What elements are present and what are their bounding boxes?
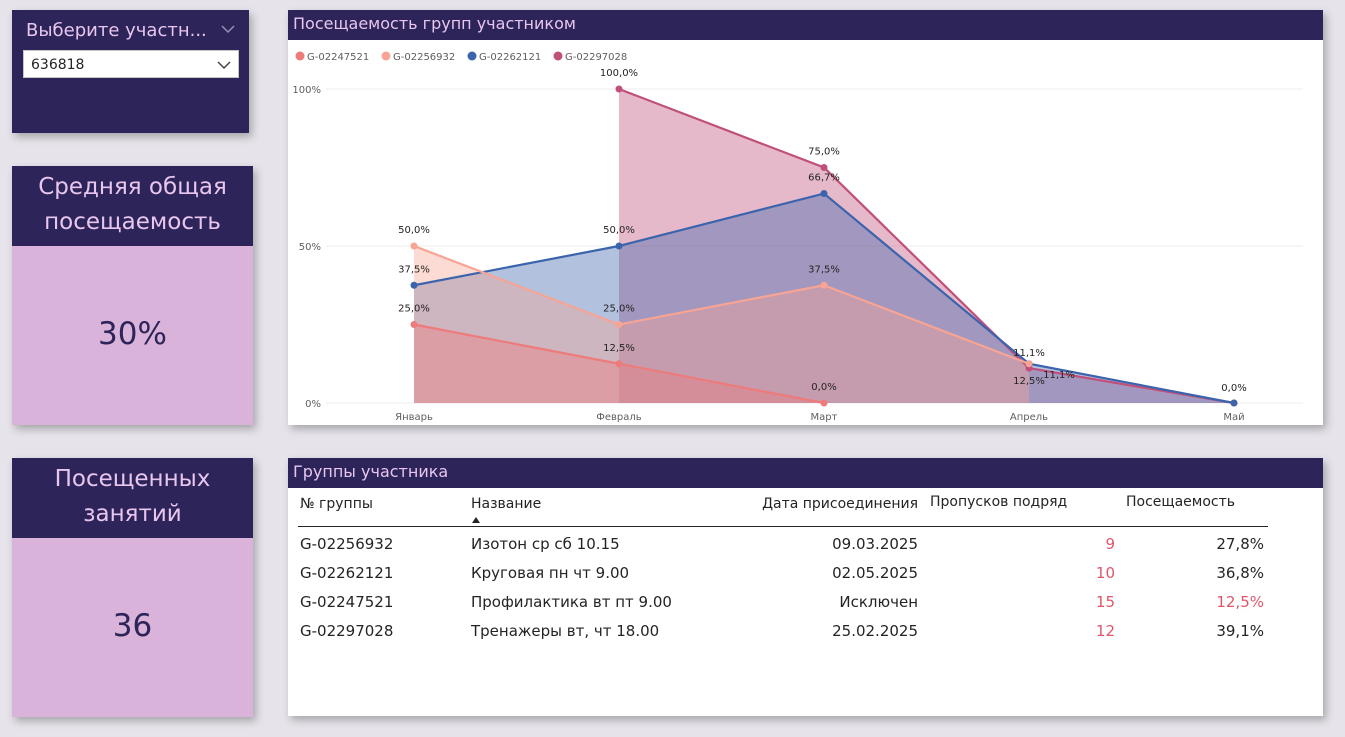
- x-tick-label: Февраль: [596, 412, 642, 423]
- series-line: [413, 244, 1030, 365]
- cell-absences: 15: [1095, 593, 1115, 611]
- data-point: [820, 399, 828, 407]
- slicer-title: Выберите участн...: [26, 20, 207, 41]
- data-point: [820, 164, 828, 171]
- cell-absences: 10: [1095, 564, 1115, 582]
- y-tick-label: 50%: [299, 242, 321, 253]
- table-row[interactable]: G-02256932 Изотон ср сб 10.15 09.03.2025…: [298, 527, 1268, 556]
- groups-table-panel: Группы участника № группы Название Дата …: [288, 458, 1323, 716]
- cell-joined: 02.05.2025: [832, 564, 918, 582]
- data-label: 37,5%: [398, 264, 430, 275]
- legend-marker: [467, 51, 477, 61]
- legend-entry: G-02256932: [393, 52, 455, 63]
- data-point: [820, 281, 828, 289]
- data-label: 75,0%: [808, 147, 840, 158]
- series-area: [414, 246, 1029, 403]
- cell-attendance: 27,8%: [1216, 535, 1264, 553]
- data-point: [1230, 399, 1238, 407]
- cell-joined: 09.03.2025: [832, 535, 918, 553]
- data-point: [615, 242, 623, 250]
- cell-group: G-02297028: [300, 622, 394, 640]
- kpi-average-value: 30%: [98, 316, 167, 352]
- data-label: 100,0%: [600, 68, 638, 79]
- kpi-visits-title: Посещенных занятий: [12, 458, 253, 538]
- attendance-area-chart: 0% 50% 100% Январь Февраль Март Апрель Май G-022…: [292, 51, 1303, 423]
- cell-attendance: 12,5%: [1216, 593, 1264, 611]
- y-tick-label: 100%: [292, 85, 321, 96]
- series-line: [618, 87, 1235, 405]
- cell-joined: Исключен: [839, 593, 918, 611]
- series-area: [414, 193, 1234, 403]
- participant-slicer: Выберите участн... 636818: [12, 10, 249, 133]
- cell-absences: 12: [1095, 622, 1115, 640]
- kpi-average-attendance: Средняя общая посещаемость 30%: [12, 166, 253, 425]
- data-label: 12,5%: [603, 343, 635, 354]
- table-header-row: № группы Название Дата присоединения Про…: [298, 494, 1268, 527]
- chevron-down-icon[interactable]: [217, 58, 231, 72]
- data-label: 66,7%: [808, 173, 840, 184]
- legend-marker: [553, 51, 563, 61]
- data-point: [410, 242, 418, 250]
- kpi-average-title: Средняя общая посещаемость: [12, 166, 253, 246]
- cell-attendance: 39,1%: [1216, 622, 1264, 640]
- data-label: 11,1%: [1043, 370, 1075, 381]
- series-area: [619, 89, 1234, 403]
- participant-dropdown[interactable]: 636818: [23, 50, 239, 78]
- data-point: [820, 190, 828, 198]
- data-label: 50,0%: [398, 225, 430, 236]
- data-label: 12,5%: [1013, 376, 1045, 387]
- table-row[interactable]: G-02247521 Профилактика вт пт 9.00 Исклю…: [298, 585, 1268, 614]
- cell-group: G-02262121: [300, 564, 394, 582]
- y-tick-label: 0%: [305, 399, 321, 410]
- dropdown-selected-value: 636818: [31, 57, 85, 73]
- table-title: Группы участника: [288, 458, 1323, 488]
- data-label: 25,0%: [603, 304, 635, 315]
- legend-entry: G-02262121: [479, 52, 541, 63]
- cell-name: Изотон ср сб 10.15: [471, 535, 620, 553]
- data-label: 0,0%: [811, 382, 836, 393]
- data-label: 37,5%: [808, 264, 840, 275]
- kpi-visited-lessons: Посещенных занятий 36: [12, 458, 253, 717]
- header-name[interactable]: Название: [471, 496, 542, 512]
- header-attendance[interactable]: Посещаемость: [1126, 494, 1236, 510]
- x-tick-label: Апрель: [1010, 412, 1048, 423]
- x-tick-label: Январь: [395, 412, 433, 423]
- data-point: [1025, 360, 1033, 368]
- cell-name: Профилактика вт пт 9.00: [471, 593, 672, 611]
- groups-table: № группы Название Дата присоединения Про…: [298, 494, 1268, 643]
- legend-marker: [381, 51, 391, 61]
- header-absences[interactable]: Пропусков подряд: [930, 494, 1068, 510]
- table-row[interactable]: G-02297028 Тренажеры вт, чт 18.00 25.02.…: [298, 614, 1268, 643]
- data-label: 0,0%: [1221, 383, 1246, 394]
- legend-entry: G-02297028: [565, 52, 627, 63]
- data-point: [615, 321, 623, 328]
- cell-name: Тренажеры вт, чт 18.00: [471, 622, 660, 640]
- data-point: [410, 321, 418, 328]
- data-label: 11,1%: [1013, 348, 1045, 359]
- attendance-chart-panel: Посещаемость групп участником 0% 50% 100% Я…: [288, 10, 1323, 425]
- legend-marker: [295, 51, 305, 61]
- header-group-number[interactable]: № группы: [300, 496, 373, 512]
- data-point: [615, 85, 623, 93]
- cell-attendance: 36,8%: [1216, 564, 1264, 582]
- table-row[interactable]: G-02262121 Круговая пн чт 9.00 02.05.202…: [298, 556, 1268, 585]
- header-join-date[interactable]: Дата присоединения: [762, 496, 918, 512]
- cell-joined: 25.02.2025: [832, 622, 918, 640]
- cell-name: Круговая пн чт 9.00: [471, 564, 630, 582]
- chart-title: Посещаемость групп участником: [288, 10, 1323, 40]
- data-label: 50,0%: [603, 225, 635, 236]
- x-tick-label: Март: [811, 412, 838, 423]
- x-tick-label: Май: [1223, 412, 1244, 423]
- sort-ascending-icon: [472, 517, 480, 523]
- data-point: [410, 281, 418, 289]
- chevron-down-icon[interactable]: [221, 22, 235, 36]
- kpi-visits-value: 36: [112, 608, 153, 644]
- data-label: 25,0%: [398, 304, 430, 315]
- data-point: [615, 360, 623, 368]
- cell-group: G-02256932: [300, 535, 394, 553]
- legend-entry: G-02247521: [307, 52, 369, 63]
- cell-absences: 9: [1105, 535, 1115, 553]
- cell-group: G-02247521: [300, 593, 394, 611]
